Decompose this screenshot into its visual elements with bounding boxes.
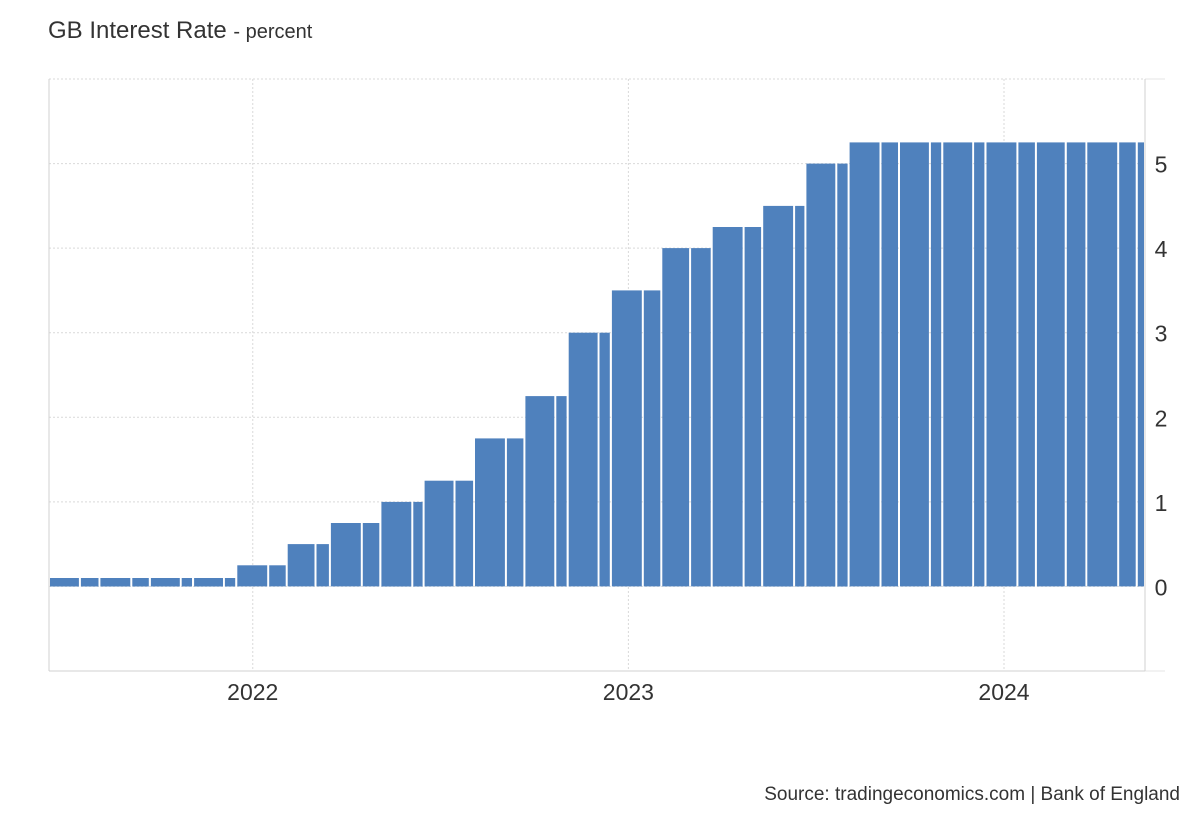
bar — [506, 438, 524, 587]
bar — [424, 480, 454, 587]
source-note: Source: tradingeconomics.com | Bank of E… — [764, 784, 1180, 805]
bar — [930, 142, 942, 587]
bar — [475, 438, 505, 587]
chart-title-text: GB Interest Rate — [48, 17, 227, 44]
bar — [287, 544, 315, 587]
bar — [316, 544, 329, 587]
chart-subtitle: - percent — [233, 21, 313, 43]
y-tick-label: 2 — [1155, 405, 1168, 431]
bar — [362, 523, 380, 587]
bar — [100, 578, 131, 587]
bar — [525, 396, 555, 587]
x-tick-label: 2022 — [227, 679, 278, 705]
bar — [611, 290, 642, 587]
bar — [806, 163, 836, 587]
bar — [763, 205, 794, 587]
bar — [849, 142, 880, 587]
bar — [643, 290, 661, 587]
bar — [1066, 142, 1086, 587]
bar — [974, 142, 985, 587]
bar — [1137, 142, 1144, 587]
bar — [556, 396, 567, 587]
y-tick-label: 3 — [1155, 321, 1168, 347]
bar — [943, 142, 973, 587]
bar — [1087, 142, 1118, 587]
x-tick-label: 2023 — [603, 679, 654, 705]
y-tick-label: 5 — [1155, 152, 1168, 178]
bar — [269, 565, 286, 587]
bar — [1018, 142, 1035, 587]
bar — [181, 578, 192, 587]
bar — [455, 480, 474, 587]
chart-title: GB Interest Rate - percent — [48, 17, 312, 45]
bar — [1119, 142, 1136, 587]
x-tick-label: 2024 — [978, 679, 1029, 705]
bar — [691, 248, 711, 587]
y-tick-label: 0 — [1155, 574, 1168, 600]
bar — [413, 501, 423, 587]
bar — [194, 578, 223, 587]
bar — [881, 142, 898, 587]
bar — [132, 578, 149, 587]
bar — [744, 227, 762, 587]
bar — [237, 565, 268, 587]
bar — [224, 578, 236, 587]
bar — [662, 248, 690, 587]
bar — [568, 332, 598, 587]
y-tick-label: 1 — [1155, 490, 1168, 516]
bar — [599, 332, 610, 587]
bar — [330, 523, 361, 587]
bar — [795, 205, 805, 587]
bar — [712, 227, 743, 587]
bar — [837, 163, 848, 587]
bar — [381, 501, 412, 587]
bar — [150, 578, 180, 587]
bar — [1036, 142, 1065, 587]
bar — [986, 142, 1017, 587]
bar — [80, 578, 99, 587]
y-tick-label: 4 — [1155, 236, 1168, 262]
bar — [50, 578, 79, 587]
bar — [900, 142, 929, 587]
